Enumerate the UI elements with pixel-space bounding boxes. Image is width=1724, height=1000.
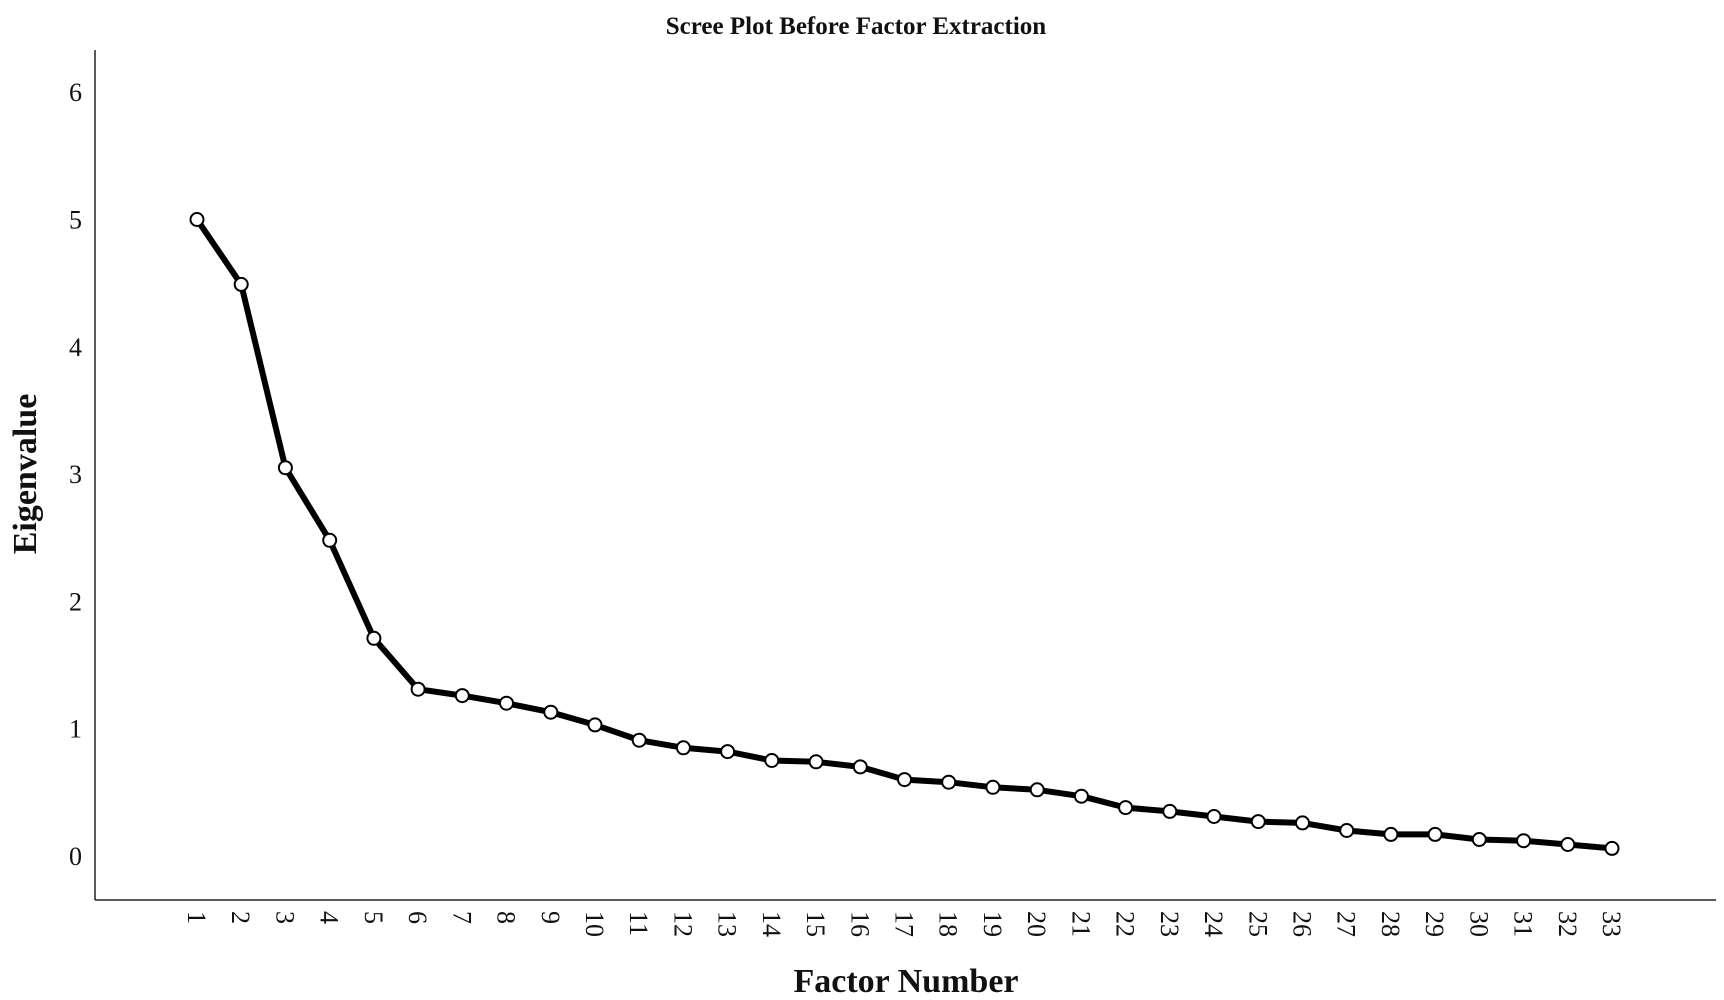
x-tick-label: 17: [890, 911, 919, 937]
data-point: [1029, 782, 1045, 798]
x-tick-label: 11: [624, 911, 653, 936]
y-tick-label: 0: [69, 842, 82, 871]
x-tick-label: 22: [1111, 911, 1140, 937]
x-tick-label: 7: [447, 911, 476, 924]
x-tick-label: 3: [270, 911, 299, 924]
data-point: [189, 212, 205, 227]
data-point: [941, 774, 957, 790]
x-tick-label: 12: [668, 911, 697, 937]
data-point: [1250, 814, 1266, 830]
x-tick-label: 18: [934, 911, 963, 937]
data-point: [808, 754, 824, 770]
y-tick-label: 2: [69, 587, 82, 616]
data-point: [1383, 826, 1399, 842]
x-tick-label: 33: [1597, 911, 1626, 937]
data-point: [852, 759, 868, 775]
data-point: [1471, 832, 1487, 847]
x-tick-label: 27: [1332, 911, 1361, 937]
x-axis-ticks: 1 2 3 4 5 6 7 8 9 10 11 12 13 14 15 16 17 18 19 20 21 22 23 24 2…: [182, 911, 1626, 937]
data-point: [1162, 803, 1178, 819]
x-tick-label: 1: [182, 911, 211, 924]
data-point: [631, 732, 647, 748]
y-axis-ticks: 0 1 2 3 4 5 6: [69, 78, 82, 871]
data-point: [499, 695, 514, 711]
x-tick-label: 23: [1155, 911, 1184, 937]
data-point: [720, 744, 736, 760]
data-point: [985, 779, 1001, 795]
y-tick-label: 6: [69, 78, 82, 107]
chart-title: Scree Plot Before Factor Extraction: [666, 13, 1047, 40]
data-point: [366, 630, 382, 646]
data-point: [410, 681, 426, 697]
x-tick-label: 24: [1199, 911, 1228, 937]
y-tick-label: 3: [69, 460, 82, 489]
x-tick-label: 32: [1553, 911, 1582, 937]
x-tick-label: 6: [403, 911, 432, 924]
data-point: [1560, 837, 1576, 852]
x-tick-label: 14: [757, 911, 786, 937]
x-tick-label: 8: [492, 911, 521, 924]
data-point: [233, 276, 249, 292]
y-tick-label: 4: [69, 333, 82, 362]
data-point: [1206, 809, 1222, 824]
data-point: [1073, 788, 1089, 804]
data-point: [1516, 833, 1532, 849]
x-tick-label: 30: [1464, 911, 1493, 937]
x-tick-label: 4: [315, 911, 344, 924]
x-tick-label: 2: [226, 911, 255, 924]
x-tick-label: 9: [536, 911, 565, 924]
data-point: [675, 740, 691, 756]
y-tick-label: 1: [69, 715, 82, 744]
x-tick-label: 21: [1066, 911, 1095, 937]
data-point: [1295, 815, 1310, 831]
data-point: [1427, 826, 1443, 842]
y-tick-label: 5: [69, 206, 82, 235]
x-tick-label: 26: [1287, 911, 1316, 937]
x-tick-label: 31: [1509, 911, 1538, 937]
x-axis-title: Factor Number: [793, 963, 1018, 1000]
data-point: [277, 460, 293, 476]
data-point: [1604, 840, 1620, 856]
x-tick-label: 29: [1420, 911, 1449, 937]
x-tick-label: 5: [359, 911, 388, 924]
data-point: [764, 753, 780, 768]
data-point: [454, 688, 470, 704]
x-tick-label: 28: [1376, 911, 1405, 937]
x-tick-label: 13: [713, 911, 742, 937]
series-layer: [189, 212, 1620, 856]
x-tick-label: 10: [580, 911, 609, 937]
x-tick-label: 20: [1022, 911, 1051, 937]
x-tick-label: 19: [978, 911, 1007, 937]
data-point: [1118, 800, 1134, 816]
series-line: [194, 216, 1615, 852]
x-tick-label: 25: [1243, 911, 1272, 937]
data-point: [543, 704, 559, 720]
y-axis-title: Eigenvalue: [7, 394, 44, 555]
data-point: [897, 772, 912, 788]
data-point: [1339, 823, 1355, 838]
x-tick-label: 16: [845, 911, 874, 937]
x-tick-label: 15: [801, 911, 830, 937]
data-point: [322, 532, 338, 548]
data-point: [587, 717, 603, 733]
